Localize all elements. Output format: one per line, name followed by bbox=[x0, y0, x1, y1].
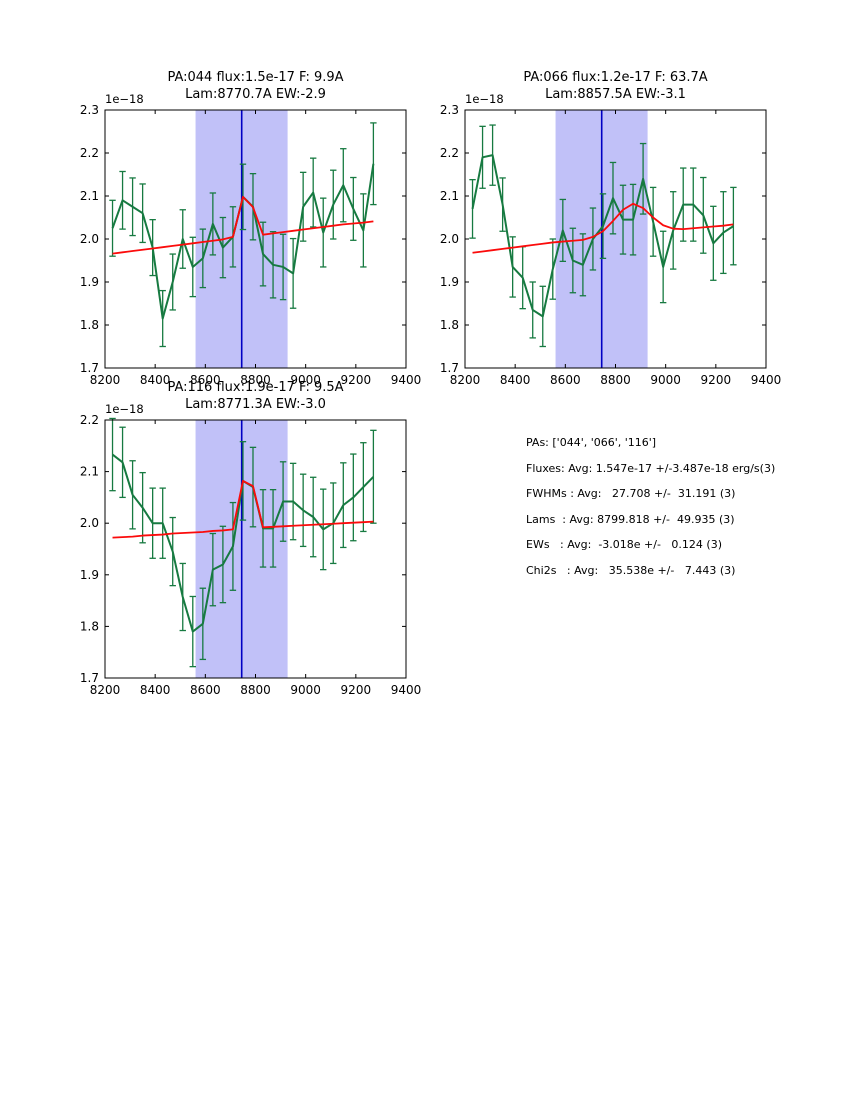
svg-text:9400: 9400 bbox=[751, 373, 782, 387]
svg-text:1.8: 1.8 bbox=[80, 318, 99, 332]
svg-text:9400: 9400 bbox=[391, 373, 422, 387]
svg-text:8400: 8400 bbox=[140, 683, 171, 697]
spectrum-panel-pa066: PA:066 flux:1.2e-17 F: 63.7A Lam:8857.5A… bbox=[415, 65, 816, 395]
chart-title-line2: Lam:8771.3A EW:-3.0 bbox=[185, 396, 326, 412]
stat-line-fwhms: FWHMs : Avg: 27.708 +/- 31.191 (3) bbox=[526, 487, 736, 501]
svg-text:8200: 8200 bbox=[90, 373, 121, 387]
svg-text:8600: 8600 bbox=[190, 683, 221, 697]
spectrum-chart-pa116: 8200 8400 8600 8800 9000 9200 9400 1.7 1.8 1.9 2.0… bbox=[80, 402, 422, 697]
chart-title-line2: Lam:8857.5A EW:-3.1 bbox=[545, 86, 686, 102]
svg-text:9000: 9000 bbox=[290, 683, 321, 697]
chart-title-line1: PA:066 flux:1.2e-17 F: 63.7A bbox=[523, 70, 708, 85]
chart-title-line2: Lam:8770.7A EW:-2.9 bbox=[185, 86, 326, 102]
svg-text:9000: 9000 bbox=[290, 373, 321, 387]
spectrum-panel-pa044: PA:044 flux:1.5e-17 F: 9.9A Lam:8770.7A … bbox=[55, 65, 456, 395]
svg-text:2.1: 2.1 bbox=[80, 189, 99, 203]
svg-text:1.8: 1.8 bbox=[440, 318, 459, 332]
svg-text:2.2: 2.2 bbox=[80, 146, 99, 160]
stat-line-lams: Lams : Avg: 8799.818 +/- 49.935 (3) bbox=[526, 512, 735, 526]
svg-text:2.0: 2.0 bbox=[80, 232, 99, 246]
svg-text:1.7: 1.7 bbox=[80, 361, 99, 375]
svg-text:1.8: 1.8 bbox=[80, 619, 99, 633]
chart-title-line1: PA:044 flux:1.5e-17 F: 9.9A bbox=[167, 70, 344, 85]
svg-text:2.3: 2.3 bbox=[440, 103, 459, 117]
svg-text:9000: 9000 bbox=[650, 373, 681, 387]
svg-text:2.0: 2.0 bbox=[80, 516, 99, 530]
svg-text:9200: 9200 bbox=[341, 683, 372, 697]
svg-text:1e−18: 1e−18 bbox=[465, 92, 504, 106]
svg-text:8800: 8800 bbox=[240, 683, 271, 697]
spectrum-chart-pa066: 8200 8400 8600 8800 9000 9200 9400 1.7 1.8 1.9 2.0… bbox=[440, 92, 782, 387]
spectrum-panel-pa116: PA:116 flux:1.9e-17 F: 9.5A Lam:8771.3A … bbox=[55, 375, 456, 705]
stats-panel: PAs: ['044', '066', '116'] Fluxes: Avg: … bbox=[526, 430, 775, 584]
svg-text:8600: 8600 bbox=[550, 373, 581, 387]
svg-text:8800: 8800 bbox=[240, 373, 271, 387]
svg-text:2.0: 2.0 bbox=[440, 232, 459, 246]
svg-text:8400: 8400 bbox=[500, 373, 531, 387]
svg-text:8400: 8400 bbox=[140, 373, 171, 387]
chart-title-pa066: PA:066 flux:1.2e-17 F: 63.7A Lam:8857.5A… bbox=[465, 70, 766, 103]
stat-line-chi2s: Chi2s : Avg: 35.538e +/- 7.443 (3) bbox=[526, 563, 736, 577]
svg-text:9400: 9400 bbox=[391, 683, 422, 697]
svg-text:8600: 8600 bbox=[190, 373, 221, 387]
stat-line-pas: PAs: ['044', '066', '116'] bbox=[526, 436, 657, 449]
chart-title-pa116: PA:116 flux:1.9e-17 F: 9.5A Lam:8771.3A … bbox=[105, 380, 406, 413]
spectrum-chart-pa044: 8200 8400 8600 8800 9000 9200 9400 1.7 1.8 1.9 2.0… bbox=[80, 92, 422, 387]
chart-title-pa044: PA:044 flux:1.5e-17 F: 9.9A Lam:8770.7A … bbox=[105, 70, 406, 103]
svg-text:8200: 8200 bbox=[450, 373, 481, 387]
svg-text:2.1: 2.1 bbox=[440, 189, 459, 203]
svg-text:1.7: 1.7 bbox=[440, 361, 459, 375]
svg-text:1.9: 1.9 bbox=[440, 275, 459, 289]
svg-text:1e−18: 1e−18 bbox=[105, 402, 144, 416]
svg-text:2.2: 2.2 bbox=[440, 146, 459, 160]
svg-text:9200: 9200 bbox=[701, 373, 732, 387]
svg-text:2.2: 2.2 bbox=[80, 413, 99, 427]
svg-text:2.1: 2.1 bbox=[80, 465, 99, 479]
svg-text:9200: 9200 bbox=[341, 373, 372, 387]
svg-text:2.3: 2.3 bbox=[80, 103, 99, 117]
chart-title-line1: PA:116 flux:1.9e-17 F: 9.5A bbox=[167, 380, 344, 395]
stat-line-ews: EWs : Avg: -3.018e +/- 0.124 (3) bbox=[526, 538, 722, 552]
svg-text:1.7: 1.7 bbox=[80, 671, 99, 685]
svg-text:8200: 8200 bbox=[90, 683, 121, 697]
svg-text:1e−18: 1e−18 bbox=[105, 92, 144, 106]
svg-text:8800: 8800 bbox=[600, 373, 631, 387]
svg-text:1.9: 1.9 bbox=[80, 275, 99, 289]
svg-text:1.9: 1.9 bbox=[80, 568, 99, 582]
stat-line-fluxes: Fluxes: Avg: 1.547e-17 +/-3.487e-18 erg/… bbox=[526, 461, 776, 475]
